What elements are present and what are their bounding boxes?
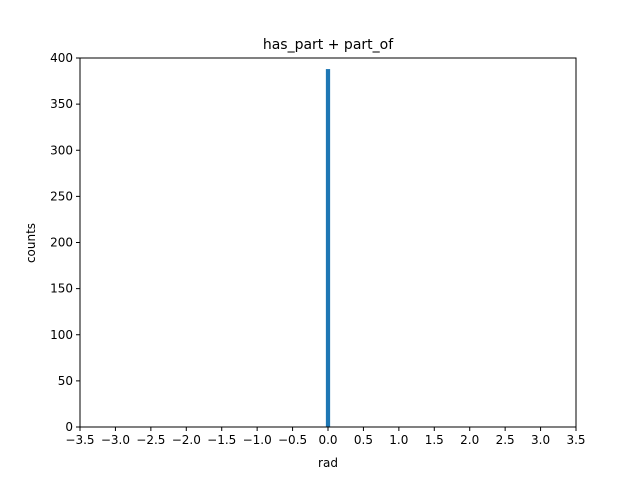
x-tick-label: −0.5 [278, 433, 307, 447]
x-tick-label: 0.5 [354, 433, 373, 447]
x-tick-label: −1.0 [243, 433, 272, 447]
chart-title: has_part + part_of [263, 37, 394, 53]
y-tick-label: 0 [65, 420, 73, 434]
x-tick-label: −3.5 [65, 433, 94, 447]
y-tick-label: 150 [50, 282, 73, 296]
x-axis-ticks: −3.5 −3.0 −2.5 −2.0 −1.5 −1.0 −0.5 0.0 0.5 1.0 1.5… [65, 427, 586, 447]
x-tick-label: −2.5 [136, 433, 165, 447]
x-tick-label: 1.5 [425, 433, 444, 447]
y-tick-label: 400 [50, 51, 73, 65]
x-tick-label: 3.0 [531, 433, 550, 447]
x-tick-label: 0.0 [318, 433, 337, 447]
x-tick-label: 3.5 [566, 433, 585, 447]
y-axis-ticks: 0 50 100 150 200 250 300 350 400 [50, 51, 80, 434]
x-tick-label: 2.5 [496, 433, 515, 447]
y-tick-label: 100 [50, 328, 73, 342]
y-tick-label: 350 [50, 97, 73, 111]
y-tick-label: 300 [50, 143, 73, 157]
y-tick-label: 250 [50, 189, 73, 203]
x-axis-label: rad [318, 456, 338, 470]
x-tick-label: −3.0 [101, 433, 130, 447]
y-axis-label: counts [24, 223, 38, 263]
histogram-bar-0 [325, 69, 331, 427]
x-tick-label: 1.0 [389, 433, 408, 447]
x-tick-label: −2.0 [172, 433, 201, 447]
bars-group [325, 69, 331, 427]
x-tick-label: −1.5 [207, 433, 236, 447]
y-tick-label: 50 [58, 374, 73, 388]
y-tick-label: 200 [50, 236, 73, 250]
x-tick-label: 2.0 [460, 433, 479, 447]
